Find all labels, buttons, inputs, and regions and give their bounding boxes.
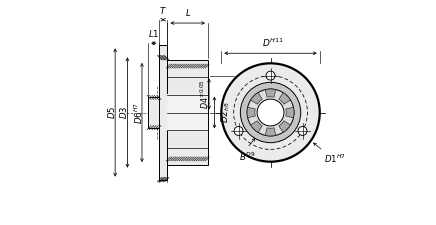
Wedge shape	[279, 93, 290, 104]
Circle shape	[240, 82, 301, 143]
Circle shape	[247, 89, 294, 136]
Text: $B^{D9}$: $B^{D9}$	[239, 150, 255, 163]
Wedge shape	[265, 89, 276, 97]
Bar	[148, 97, 160, 128]
Text: $D3$: $D3$	[118, 106, 129, 119]
Wedge shape	[265, 128, 276, 136]
Wedge shape	[251, 121, 262, 132]
Circle shape	[266, 71, 275, 80]
Text: $L$: $L$	[184, 7, 191, 18]
Wedge shape	[251, 93, 262, 104]
Circle shape	[298, 126, 307, 135]
Bar	[159, 45, 167, 180]
Bar	[167, 60, 208, 165]
Text: $D1^{H7}$: $D1^{H7}$	[324, 153, 346, 165]
Bar	[167, 94, 208, 131]
Wedge shape	[247, 107, 255, 118]
Text: $D4^{\pm0.05}$: $D4^{\pm0.05}$	[199, 79, 211, 109]
Wedge shape	[286, 107, 294, 118]
Wedge shape	[279, 121, 290, 132]
Circle shape	[221, 63, 320, 162]
Circle shape	[234, 126, 243, 135]
Text: $L1$: $L1$	[148, 28, 160, 39]
Text: $D6^{H7}$: $D6^{H7}$	[132, 101, 145, 124]
Circle shape	[257, 99, 284, 126]
Text: $T$: $T$	[159, 5, 167, 16]
Text: $D^{H11}$: $D^{H11}$	[262, 37, 284, 49]
Text: $D2_{h8}$: $D2_{h8}$	[220, 102, 232, 123]
Text: $D5$: $D5$	[106, 106, 117, 119]
